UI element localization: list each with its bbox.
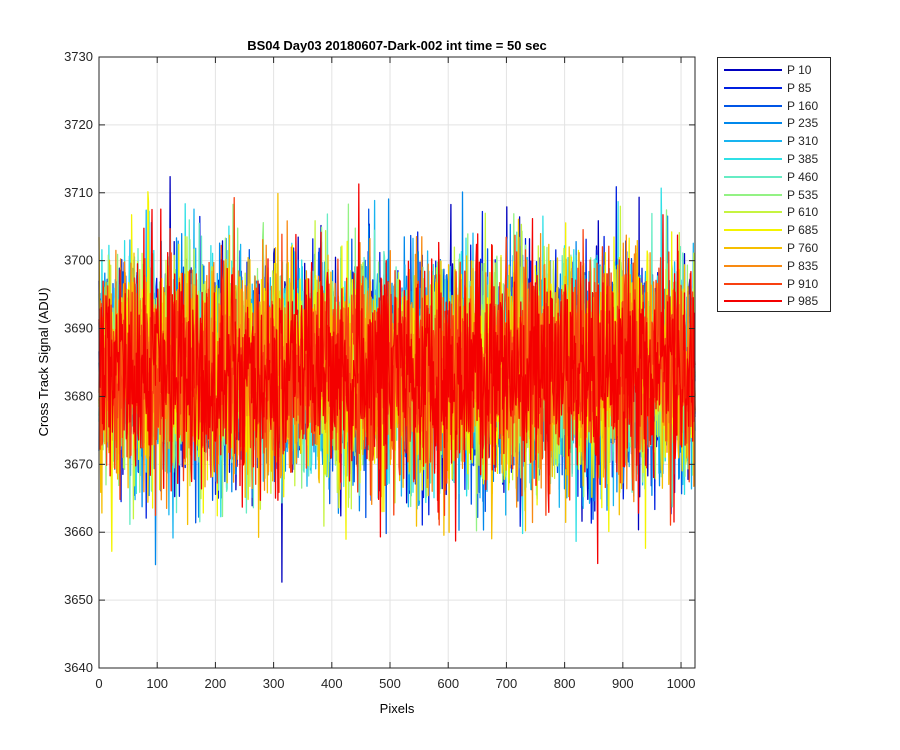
- legend-item: P 85: [724, 79, 828, 97]
- legend-label: P 460: [787, 169, 819, 184]
- legend-swatch: [724, 86, 782, 89]
- x-tick-label: 200: [205, 676, 227, 691]
- x-tick-label: 400: [321, 676, 343, 691]
- legend-item: P 235: [724, 114, 828, 132]
- x-tick-label: 300: [263, 676, 285, 691]
- y-tick-label: 3660: [64, 524, 93, 539]
- legend-label: P 985: [787, 294, 819, 309]
- axes-box: [98, 56, 696, 669]
- y-tick-label: 3700: [64, 253, 93, 268]
- y-axis-label: Cross Track Signal (ADU): [36, 288, 51, 437]
- legend-item: P 760: [724, 239, 828, 257]
- y-tick-label: 3670: [64, 456, 93, 471]
- legend-label: P 835: [787, 258, 819, 273]
- x-tick-label: 900: [612, 676, 634, 691]
- x-tick-label: 700: [496, 676, 518, 691]
- legend-label: P 160: [787, 98, 819, 113]
- legend-item: P 310: [724, 132, 828, 150]
- y-tick-label: 3710: [64, 185, 93, 200]
- legend-label: P 385: [787, 152, 819, 166]
- axes: 0 100 200 300 400 500 600 700 800 900 1000 3640 3650…: [64, 49, 696, 691]
- legend-swatch: [724, 158, 782, 160]
- legend-label: P 10: [787, 63, 812, 77]
- legend-swatch: [724, 104, 782, 107]
- legend-label: P 610: [787, 205, 819, 220]
- legend-label: P 85: [787, 80, 812, 95]
- x-tick-label: 600: [437, 676, 459, 691]
- chart-title: BS04 Day03 20180607-Dark-002 int time = …: [247, 38, 547, 53]
- legend-swatch: [724, 211, 782, 214]
- legend-item: P 160: [724, 97, 828, 115]
- x-tick-label: 800: [554, 676, 576, 691]
- x-tick-label: 1000: [667, 676, 696, 691]
- legend-label: P 685: [787, 223, 819, 238]
- y-tick-label: 3640: [64, 660, 93, 675]
- legend-item: P 535: [724, 186, 828, 204]
- legend-swatch: [724, 229, 782, 232]
- legend-swatch: [724, 264, 782, 267]
- legend-swatch: [724, 140, 782, 143]
- legend-item: P 985: [724, 292, 828, 310]
- legend-label: P 910: [787, 276, 819, 291]
- legend-swatch: [724, 175, 782, 178]
- legend-label: P 760: [787, 241, 819, 255]
- series-line-p-985: [98, 183, 696, 565]
- legend-item: P 910: [724, 275, 828, 293]
- series-line-p-910: [98, 196, 696, 526]
- series-lines: [98, 176, 696, 583]
- legend-swatch: [724, 300, 782, 303]
- legend-item: P 835: [724, 257, 828, 275]
- y-tick-label: 3650: [64, 592, 93, 607]
- legend-item: P 10: [724, 61, 828, 79]
- legend-swatch: [724, 122, 782, 125]
- legend-swatch: [724, 247, 782, 249]
- legend-label: P 535: [787, 187, 819, 202]
- legend-swatch: [724, 193, 782, 196]
- chart-legend: P 10 P 85 P 160 P 235 P 310 P 385 P 460 P 535 P …: [717, 57, 831, 312]
- legend-swatch: [724, 69, 782, 71]
- y-tick-label: 3720: [64, 117, 93, 132]
- legend-label: P 310: [787, 134, 819, 149]
- legend-item: P 610: [724, 203, 828, 221]
- x-tick-label: 100: [146, 676, 168, 691]
- x-axis-label: Pixels: [380, 701, 415, 716]
- y-tick-label: 3730: [64, 49, 93, 64]
- y-tick-label: 3690: [64, 321, 93, 336]
- x-tick-label: 500: [379, 676, 401, 691]
- x-tick-label: 0: [95, 676, 102, 691]
- legend-swatch: [724, 282, 782, 285]
- legend-item: P 385: [724, 150, 828, 168]
- legend-label: P 235: [787, 116, 819, 131]
- legend-item: P 460: [724, 168, 828, 186]
- y-tick-label: 3680: [64, 388, 93, 403]
- legend-item: P 685: [724, 221, 828, 239]
